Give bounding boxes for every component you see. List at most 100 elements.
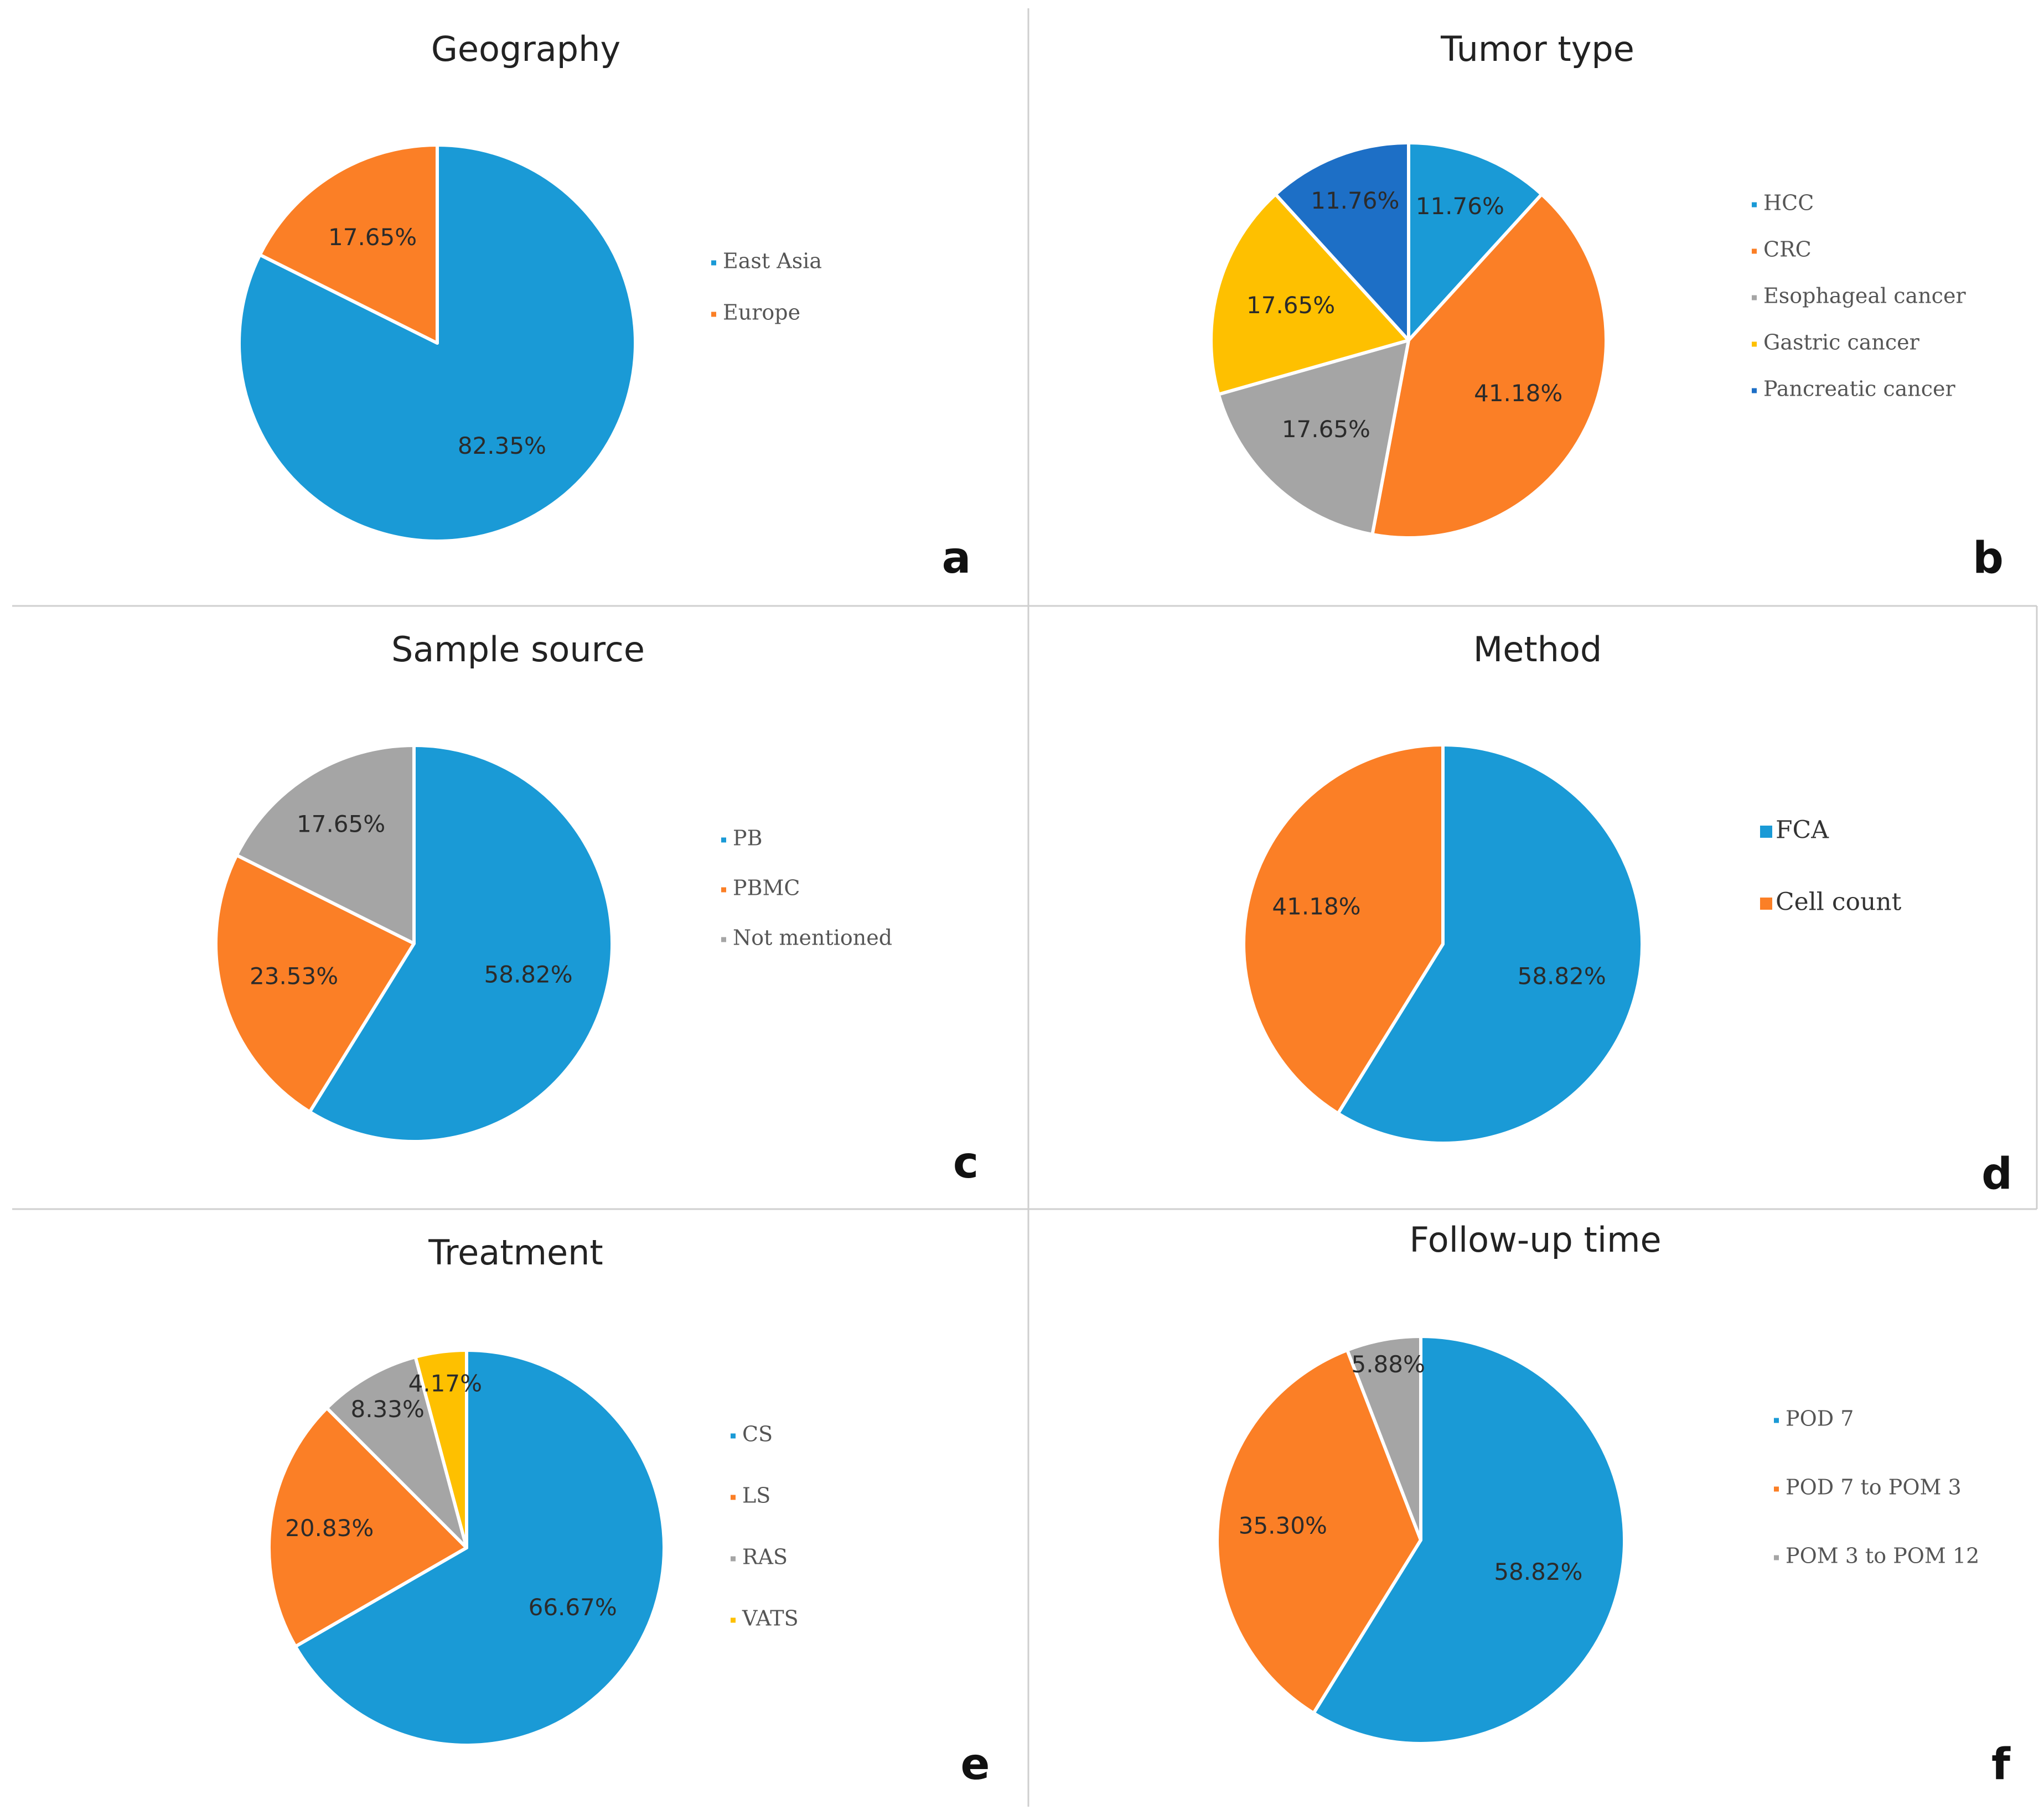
legend-label-pod-7-to-pom-3: POD 7 to POM 3 <box>1786 1475 1962 1500</box>
pie-slice-esophageal-cancer <box>1217 339 1410 536</box>
data-labels: 11.76% 41.18% 17.65% 17.65% 11.76% <box>1246 187 1562 443</box>
data-label-gastric-cancer: 17.65% <box>1246 292 1335 319</box>
pie-slice-hcc <box>1407 141 1544 342</box>
legend-label-ras: RAS <box>742 1545 788 1569</box>
legend-label-pb: PB <box>733 826 763 851</box>
legend-swatch-pod-7 <box>1774 1418 1779 1423</box>
legend: East Asia Europe <box>711 249 822 325</box>
legend-label-east-asia: East Asia <box>723 249 822 273</box>
legend-label-pod-7: POD 7 <box>1786 1407 1854 1431</box>
chart-title: Geography <box>431 29 620 69</box>
legend-swatch-crc <box>1752 248 1757 254</box>
panel-a-geography: Geography 82.35% 17.65% East Asia Europe a <box>237 29 971 583</box>
legend-label-esophageal-cancer: Esophageal cancer <box>1763 284 1966 308</box>
data-label-pancreatic-cancer: 11.76% <box>1311 187 1399 214</box>
legend-label-pbmc: PBMC <box>733 876 800 900</box>
panel-letter: e <box>961 1740 990 1790</box>
pie-slice-crc <box>1370 193 1608 540</box>
pie-chart <box>1209 141 1608 540</box>
data-label-pom-3-to-pom-12: 5.88% <box>1351 1351 1425 1378</box>
pie-chart <box>237 143 637 543</box>
panel-letter: a <box>942 533 971 583</box>
legend-label-cs: CS <box>742 1422 773 1446</box>
legend-label-ls: LS <box>742 1484 770 1508</box>
data-label-cell-count: 41.18% <box>1272 893 1360 920</box>
data-label-pod-7-to-pom-3: 35.30% <box>1239 1512 1327 1539</box>
data-label-not-mentioned: 17.65% <box>297 810 385 837</box>
chart-title: Follow-up time <box>1409 1220 1661 1260</box>
chart-title: Method <box>1473 629 1602 670</box>
data-label-vats: 4.17% <box>408 1370 482 1397</box>
panel-letter: c <box>953 1138 979 1188</box>
legend: FCA Cell count <box>1760 816 1902 916</box>
pie-chart <box>214 744 614 1143</box>
legend-swatch-ras <box>731 1556 736 1562</box>
legend-swatch-ls <box>731 1495 736 1500</box>
pie-slice-gastric-cancer <box>1209 193 1410 396</box>
pie-slice-fca <box>1336 743 1644 1145</box>
data-label-ls: 20.83% <box>285 1515 374 1542</box>
panel-c-sample-source: Sample source 58.82% 23.53% 17.65% PB PBMC N… <box>214 629 979 1188</box>
legend: POD 7 POD 7 to POM 3 POM 3 to POM 12 <box>1774 1407 1979 1568</box>
data-label-europe: 17.65% <box>328 224 417 251</box>
legend-label-pancreatic-cancer: Pancreatic cancer <box>1763 377 1956 401</box>
data-label-ras: 8.33% <box>350 1396 424 1423</box>
legend: PB PBMC Not mentioned <box>721 826 892 950</box>
pie-chart <box>1242 743 1644 1145</box>
data-label-east-asia: 82.35% <box>458 432 546 459</box>
panel-d-method: Method 58.82% 41.18% FCA Cell count d <box>1242 629 2012 1199</box>
legend: CS LS RAS VATS <box>731 1422 799 1631</box>
data-label-esophageal-cancer: 17.65% <box>1282 416 1370 443</box>
panel-b-tumor-type: Tumor type 11.76%41.18%17.65%17.65%11.76… <box>1209 29 2004 583</box>
data-labels: 82.35% 17.65% <box>328 224 546 459</box>
legend-swatch-fca <box>1760 826 1772 838</box>
panel-e-treatment: Treatment 66.67% 20.83% 8.33%4.17% CS LS RAS… <box>267 1232 990 1790</box>
pie-slice-not-mentioned <box>235 744 416 945</box>
pie-slice-pod-7-to-pom-3 <box>1215 1348 1422 1715</box>
chart-title: Treatment <box>428 1232 603 1273</box>
legend-swatch-cs <box>731 1433 736 1439</box>
legend-swatch-pom-3-to-pom-12 <box>1774 1555 1779 1560</box>
panel-letter: d <box>1981 1149 2012 1199</box>
data-label-cs: 66.67% <box>529 1594 617 1621</box>
legend-swatch-vats <box>731 1617 736 1623</box>
pie-chart <box>267 1349 666 1747</box>
pie-slice-cs <box>293 1349 666 1747</box>
legend-label-europe: Europe <box>723 300 800 325</box>
data-labels: 58.82% 23.53% 17.65% <box>250 810 573 989</box>
legend-swatch-esophageal-cancer <box>1752 295 1757 300</box>
legend-swatch-gastric-cancer <box>1752 341 1757 347</box>
chart-title: Tumor type <box>1440 29 1634 69</box>
legend-label-not-mentioned: Not mentioned <box>733 926 892 950</box>
data-label-pbmc: 23.53% <box>250 962 338 989</box>
pie-slice-ras <box>325 1355 468 1549</box>
legend-swatch-not-mentioned <box>721 937 726 942</box>
data-label-crc: 41.18% <box>1474 380 1562 407</box>
legend-label-pom-3-to-pom-12: POM 3 to POM 12 <box>1786 1544 1979 1568</box>
legend-label-cell-count: Cell count <box>1776 888 1902 916</box>
data-labels: 66.67% 20.83% 8.33%4.17% <box>285 1370 617 1621</box>
panel-letter: f <box>1991 1740 2011 1790</box>
pie-slice-vats <box>413 1349 468 1549</box>
legend-swatch-pbmc <box>721 887 726 893</box>
data-label-fca: 58.82% <box>1518 963 1606 990</box>
data-label-pod-7: 58.82% <box>1494 1558 1582 1585</box>
panel-dividers <box>12 8 2038 1807</box>
pie-chart <box>1215 1335 1626 1745</box>
pie-slice-cell-count <box>1242 743 1445 1116</box>
pie-slice-europe <box>258 143 439 345</box>
legend-swatch-europe <box>711 312 716 317</box>
data-labels: 58.82% 35.30% 5.88% <box>1239 1351 1583 1585</box>
legend-label-hcc: HCC <box>1763 191 1814 215</box>
legend-swatch-pb <box>721 837 726 843</box>
legend-swatch-pancreatic-cancer <box>1752 388 1757 393</box>
pie-slice-pb <box>308 744 614 1143</box>
data-label-hcc: 11.76% <box>1416 193 1504 220</box>
legend: HCC CRC Esophageal cancer Gastric cancer Pan… <box>1752 191 1966 401</box>
legend-label-crc: CRC <box>1763 237 1812 262</box>
panel-letter: b <box>1973 533 2004 583</box>
legend-label-fca: FCA <box>1776 816 1829 844</box>
legend-label-vats: VATS <box>742 1606 799 1631</box>
panel-f-follow-up-time: Follow-up time 58.82%35.30%5.88% POD 7PO… <box>1215 1220 2011 1790</box>
